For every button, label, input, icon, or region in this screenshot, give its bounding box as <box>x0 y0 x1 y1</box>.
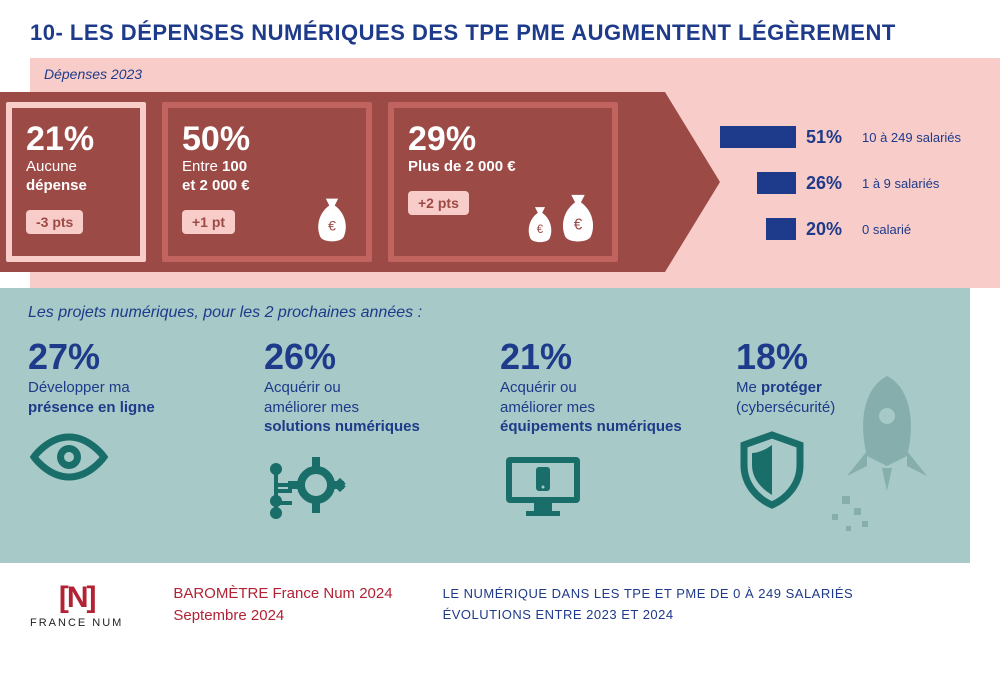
svg-text:€: € <box>537 224 544 236</box>
projects-band: Les projets numériques, pour les 2 proch… <box>0 288 970 563</box>
project-item: 21% Acquérir ouaméliorer meséquipements … <box>500 336 700 526</box>
monitor-icon <box>500 451 700 526</box>
project-item: 27% Développer maprésence en ligne <box>28 336 228 526</box>
bar-pct: 26% <box>806 173 852 194</box>
footer-subtitle: LE NUMÉRIQUE DANS LES TPE ET PME DE 0 À … <box>443 584 854 626</box>
rocket-icon <box>812 366 942 541</box>
bar-pct: 51% <box>806 127 852 148</box>
bar-pct: 20% <box>806 219 852 240</box>
eye-icon <box>28 431 228 488</box>
arrow-head-shape <box>665 92 720 272</box>
page-title: 10- LES DÉPENSES NUMÉRIQUES DES TPE PME … <box>0 0 1000 58</box>
expense-change: +2 pts <box>408 191 469 215</box>
expense-card: 50% Entre 100et 2 000 € +1 pt € <box>162 102 372 262</box>
infographic: 10- LES DÉPENSES NUMÉRIQUES DES TPE PME … <box>0 0 1000 678</box>
expense-card: 29% Plus de 2 000 € +2 pts € € <box>388 102 618 262</box>
bar-fill <box>720 126 796 148</box>
bar-label: 0 salarié <box>862 222 911 237</box>
svg-text:€: € <box>574 216 583 233</box>
bar-label: 1 à 9 salariés <box>862 176 939 191</box>
expense-arrow: 21% Aucunedépense -3 pts 50% Entre 100et… <box>0 92 720 272</box>
projects-title: Les projets numériques, pour les 2 proch… <box>28 304 942 322</box>
footer: [N] FRANCE NUM BAROMÈTRE France Num 2024… <box>0 563 1000 629</box>
logo-text: FRANCE NUM <box>30 617 123 629</box>
project-text: Acquérir ouaméliorer messolutions numéri… <box>264 378 464 437</box>
expense-label: Aucunedépense <box>26 158 126 196</box>
expenses-label: Dépenses 2023 <box>30 58 1000 90</box>
project-pct: 21% <box>500 336 700 378</box>
project-text: Acquérir ouaméliorer meséquipements numé… <box>500 378 700 437</box>
expense-pct: 21% <box>26 122 126 156</box>
expense-label: Plus de 2 000 € <box>408 158 598 177</box>
employee-bar-row: 20% 0 salarié <box>720 206 970 252</box>
bar-track <box>720 126 796 148</box>
project-pct: 27% <box>28 336 228 378</box>
project-text: Développer maprésence en ligne <box>28 378 228 417</box>
bar-track <box>720 218 796 240</box>
svg-text:€: € <box>328 217 336 233</box>
gear-icon <box>264 451 464 526</box>
employee-bar-row: 51% 10 à 249 salariés <box>720 114 970 160</box>
bar-fill <box>766 218 796 240</box>
expense-change: +1 pt <box>182 210 235 234</box>
money-bag-icon: € <box>310 190 354 246</box>
money-bag-icon: € <box>554 186 602 246</box>
money-bag-icon: € <box>522 200 558 246</box>
employee-bars: 51% 10 à 249 salariés 26% 1 à 9 salariés… <box>720 114 970 252</box>
france-num-logo: [N] FRANCE NUM <box>30 581 123 629</box>
project-pct: 26% <box>264 336 464 378</box>
footer-source: BAROMÈTRE France Num 2024Septembre 2024 <box>173 583 392 628</box>
expense-card: 21% Aucunedépense -3 pts <box>6 102 146 262</box>
bar-label: 10 à 249 salariés <box>862 130 961 145</box>
bar-fill <box>757 172 796 194</box>
project-item: 26% Acquérir ouaméliorer messolutions nu… <box>264 336 464 526</box>
employee-bar-row: 26% 1 à 9 salariés <box>720 160 970 206</box>
logo-mark: [N] <box>30 581 123 615</box>
expenses-band: Dépenses 2023 21% Aucunedépense -3 pts 5… <box>30 58 1000 288</box>
expense-pct: 50% <box>182 122 352 156</box>
bar-track <box>720 172 796 194</box>
expense-pct: 29% <box>408 122 598 156</box>
expense-change: -3 pts <box>26 210 83 234</box>
